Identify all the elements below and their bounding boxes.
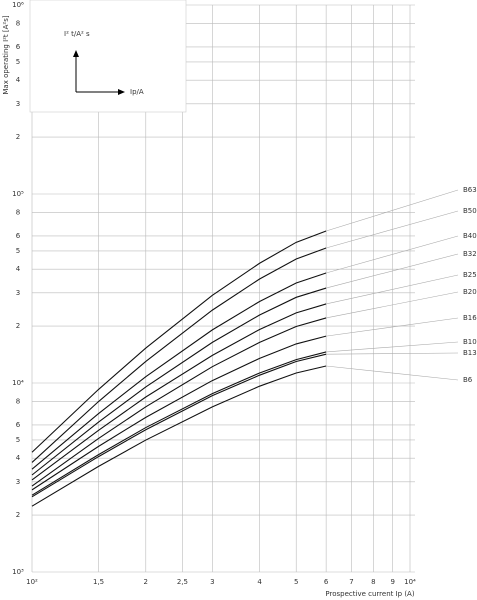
y-tick-label: 8 (16, 19, 20, 27)
y-tick-label: 5 (16, 247, 20, 255)
x-tick-label: 8 (371, 578, 375, 586)
x-tick-label: 10² (26, 578, 38, 586)
x-tick-label: 10⁴ (404, 578, 416, 586)
curve (31, 230, 327, 453)
curve (31, 272, 327, 470)
leader-line (326, 352, 459, 355)
x-tick-label: 2 (144, 578, 148, 586)
leader-line (326, 317, 459, 337)
curve (31, 287, 327, 476)
leader-line (326, 253, 459, 289)
series-label: B6 (463, 376, 473, 384)
x-tick-label: 1,5 (93, 578, 104, 586)
leader-line (326, 189, 459, 232)
inset-x-label: Ip/A (130, 88, 144, 96)
y-tick-label: 2 (16, 322, 20, 330)
y-tick-label: 4 (16, 76, 21, 84)
series-label: B25 (463, 271, 477, 279)
series-label: B13 (463, 349, 477, 357)
x-tick-label: 7 (349, 578, 353, 586)
y-axis-title: Max operating I²t [A²s] (2, 15, 10, 95)
y-tick-label: 4 (16, 454, 21, 462)
series-label: B32 (463, 250, 477, 258)
leader-line (326, 235, 459, 274)
inset-y-label: I² t/A² s (64, 30, 90, 38)
x-tick-label: 9 (390, 578, 394, 586)
curve (31, 303, 327, 481)
y-tick-label: 3 (16, 100, 20, 108)
x-tick-label: 4 (257, 578, 262, 586)
series-label: B20 (463, 288, 477, 296)
x-tick-label: 3 (210, 578, 214, 586)
y-tick-label: 10³ (12, 568, 24, 576)
curve (31, 351, 327, 496)
inset-arrowhead-x (118, 89, 125, 95)
y-tick-label: 4 (16, 265, 21, 273)
y-tick-label: 10⁴ (12, 379, 24, 387)
series-label: B16 (463, 314, 477, 322)
x-tick-label: 2,5 (177, 578, 188, 586)
inset-arrowhead-y (73, 50, 79, 57)
y-tick-label: 10⁵ (12, 190, 24, 198)
y-tick-label: 5 (16, 436, 20, 444)
leader-line (326, 291, 459, 319)
y-tick-label: 2 (16, 511, 20, 519)
series-label: B10 (463, 338, 477, 346)
x-tick-label: 6 (324, 578, 329, 586)
y-tick-label: 3 (16, 478, 20, 486)
leader-line (326, 274, 459, 305)
y-tick-label: 6 (16, 232, 21, 240)
x-tick-label: 5 (294, 578, 298, 586)
y-tick-label: 8 (16, 208, 20, 216)
inset-box (29, 0, 187, 113)
curve (31, 247, 327, 463)
series-label: B50 (463, 207, 477, 215)
leader-line (326, 341, 459, 353)
y-tick-label: 10⁶ (12, 1, 24, 9)
y-tick-label: 8 (16, 397, 20, 405)
curve (31, 335, 327, 491)
series-label: B63 (463, 186, 477, 194)
leader-line (326, 365, 459, 381)
y-tick-label: 3 (16, 289, 20, 297)
curve (31, 353, 327, 498)
curve (31, 365, 327, 507)
leader-line (326, 210, 459, 249)
curve (31, 317, 327, 487)
y-tick-label: 6 (16, 421, 21, 429)
y-tick-label: 5 (16, 58, 20, 66)
series-label: B40 (463, 232, 477, 240)
y-tick-label: 2 (16, 133, 20, 141)
x-axis-title: Prospective current Ip (A) (325, 590, 414, 598)
y-tick-label: 6 (16, 43, 21, 51)
